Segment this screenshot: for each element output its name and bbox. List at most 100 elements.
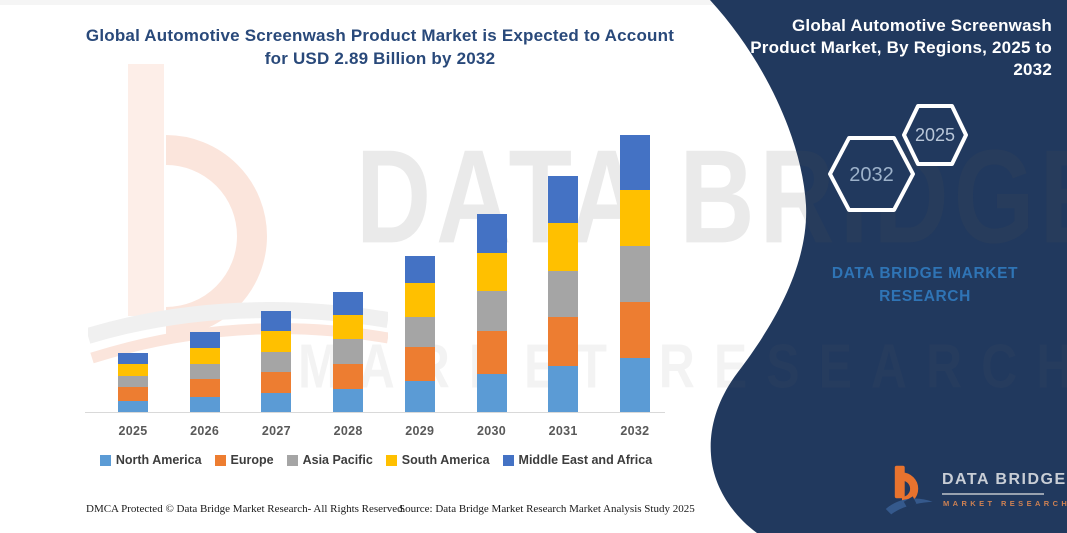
legend-item-middle-east-and-africa: Middle East and Africa — [502, 453, 653, 467]
bar-segment-asia-pacific — [333, 339, 364, 364]
legend-label: Europe — [230, 453, 274, 467]
hexagon-2032-label: 2032 — [849, 164, 894, 186]
bar-segment-middle-east-and-africa — [261, 311, 292, 332]
x-axis-label-2031: 2031 — [548, 424, 578, 438]
x-axis-label-2030: 2030 — [476, 424, 506, 438]
page-title-line1: Global Automotive Screenwash Product Mar… — [85, 26, 675, 45]
bar-segment-middle-east-and-africa — [333, 292, 364, 315]
bar-segment-europe — [404, 346, 435, 382]
bar-segment-north-america — [404, 381, 435, 412]
x-axis-label-2025: 2025 — [118, 424, 148, 438]
stacked-bar-2031 — [548, 175, 579, 412]
legend-item-north-america: North America — [99, 453, 202, 467]
panel-brand-text-line1: DATA BRIDGE MARKET — [831, 265, 1019, 282]
bar-chart — [85, 120, 665, 413]
stacked-bar-2032 — [619, 134, 650, 412]
legend-swatch-icon — [385, 454, 397, 466]
stacked-bar-2026 — [189, 332, 220, 412]
legend-item-europe: Europe — [214, 453, 274, 467]
bar-segment-middle-east-and-africa — [619, 134, 650, 191]
bar-segment-asia-pacific — [404, 316, 435, 347]
stacked-bar-2029 — [404, 255, 435, 412]
bar-segment-asia-pacific — [548, 270, 579, 317]
hexagon-2025-label: 2025 — [915, 125, 955, 145]
bar-segment-south-america — [619, 190, 650, 246]
bar-segment-south-america — [404, 283, 435, 317]
x-axis-label-2032: 2032 — [620, 424, 650, 438]
side-panel-heading-line2: Product Market, By Regions, 2025 to — [750, 38, 1052, 57]
top-edge-divider — [0, 0, 720, 5]
legend-swatch-icon — [502, 454, 514, 466]
company-logo-icon — [885, 465, 933, 515]
side-panel-heading: Global Automotive Screenwash Product Mar… — [718, 15, 1052, 81]
bar-segment-south-america — [548, 222, 579, 271]
bar-segment-north-america — [619, 358, 650, 412]
year-hexagons: 2032 2025 — [828, 104, 968, 212]
bar-segment-north-america — [118, 401, 148, 412]
legend-swatch-icon — [99, 454, 111, 466]
x-axis-label-2029: 2029 — [405, 424, 435, 438]
company-logo-rule — [942, 493, 1044, 495]
legend-swatch-icon — [214, 454, 226, 466]
bar-segment-south-america — [189, 347, 220, 364]
x-axis-labels: 2025 2026 2027 2028 2029 2030 2031 2032 — [85, 424, 665, 442]
bar-segment-europe — [333, 364, 364, 389]
bar-segment-europe — [476, 331, 507, 374]
x-axis-label-2026: 2026 — [190, 424, 220, 438]
bar-segment-europe — [619, 301, 650, 359]
bar-segment-asia-pacific — [261, 351, 292, 372]
panel-brand-text: DATA BRIDGE MARKET RESEARCH — [795, 262, 1055, 308]
company-logo-name: DATA BRIDGE — [942, 471, 1067, 488]
bar-segment-south-america — [476, 252, 507, 292]
page-title-line2: for USD 2.89 Billion by 2032 — [264, 49, 496, 68]
bar-segment-europe — [261, 371, 292, 393]
bar-segment-south-america — [118, 363, 148, 377]
side-panel-heading-line1: Global Automotive Screenwash — [791, 16, 1052, 35]
bar-segment-middle-east-and-africa — [476, 214, 507, 253]
bar-segment-middle-east-and-africa — [404, 255, 435, 284]
bar-segment-north-america — [476, 373, 507, 412]
bar-segment-north-america — [548, 365, 579, 412]
company-logo-tagline: MARKET RESEARCH — [943, 499, 1067, 508]
legend-label: Middle East and Africa — [518, 453, 653, 467]
bar-segment-europe — [118, 387, 148, 402]
hexagon-2025: 2025 — [902, 104, 968, 166]
bar-segment-asia-pacific — [619, 245, 650, 302]
page-title: Global Automotive Screenwash Product Mar… — [80, 24, 680, 70]
x-axis-label-2027: 2027 — [261, 424, 291, 438]
legend-item-asia-pacific: Asia Pacific — [286, 453, 373, 467]
bar-segment-europe — [189, 379, 220, 397]
bar-segment-middle-east-and-africa — [189, 332, 220, 348]
bar-segment-north-america — [333, 389, 364, 412]
stacked-bar-2028 — [333, 292, 364, 412]
legend-label: North America — [115, 453, 202, 467]
bar-segment-asia-pacific — [476, 291, 507, 332]
bar-segment-south-america — [261, 331, 292, 352]
bar-segment-north-america — [189, 396, 220, 412]
stacked-bar-2030 — [476, 214, 507, 412]
bar-segment-asia-pacific — [189, 363, 220, 380]
bar-segment-asia-pacific — [118, 376, 148, 388]
legend-item-south-america: South America — [385, 453, 490, 467]
stacked-bar-2027 — [261, 311, 292, 412]
bar-segment-south-america — [333, 315, 364, 339]
footer-source-text: Source: Data Bridge Market Research Mark… — [399, 503, 695, 515]
footer-dmca-text: DMCA Protected © Data Bridge Market Rese… — [86, 503, 406, 515]
hexagon-2032: 2032 — [828, 136, 915, 212]
bar-segment-north-america — [261, 392, 292, 412]
legend-label: Asia Pacific — [302, 453, 373, 467]
legend-swatch-icon — [286, 454, 298, 466]
stacked-bar-2025 — [118, 353, 148, 412]
panel-brand-text-line2: RESEARCH — [879, 288, 971, 305]
x-axis-label-2028: 2028 — [333, 424, 363, 438]
company-logo: DATA BRIDGE MARKET RESEARCH — [884, 462, 1067, 524]
bar-segment-middle-east-and-africa — [548, 175, 579, 223]
legend-label: South America — [401, 453, 490, 467]
bar-segment-middle-east-and-africa — [118, 353, 148, 364]
chart-legend: North America Europe Asia Pacific South Ame… — [85, 453, 667, 467]
side-panel-heading-line3: 2032 — [1013, 60, 1052, 79]
x-axis-line — [85, 412, 665, 413]
bar-segment-europe — [548, 316, 579, 366]
